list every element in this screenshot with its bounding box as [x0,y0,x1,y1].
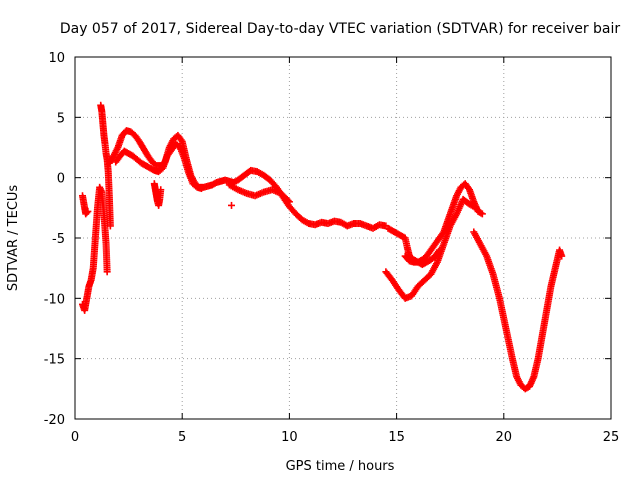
y-tick-label: -10 [44,292,65,307]
data-point [434,248,442,256]
data-point [84,207,92,215]
x-tick-label: 20 [496,430,513,445]
data-point [157,186,165,194]
series-arc-dip-4h [150,180,165,209]
grid [75,57,611,419]
data-point [197,185,205,193]
data-point [478,210,486,218]
data-point [83,209,91,217]
series-arc-lower-7to10 [225,181,293,206]
y-tick-label: -15 [44,353,65,368]
series-arc-lower-1 [112,140,205,193]
data-point [177,136,185,144]
series-arc-early-rise [79,183,111,314]
x-axis-label: GPS time / hours [286,459,395,474]
series-point-7.3 [228,201,236,209]
series-arc-15h-lower [382,195,480,302]
x-tick-label: 5 [178,430,186,445]
axis-ticks: 0 5 10 15 20 25 -20 -15 -10 -5 0 5 10 [44,51,620,445]
data-point [558,252,566,260]
y-tick-label: 0 [57,172,65,187]
plot-frame [74,56,612,420]
x-tick-label: 25 [603,430,620,445]
data-point [477,209,485,217]
data-point [103,268,111,276]
y-tick-label: -20 [44,413,65,428]
series-arc-early-dip [79,192,92,218]
data-point [285,198,293,206]
data-point [472,204,480,212]
y-tick-label: 5 [57,111,65,126]
series-arc-15.5-loop [401,246,443,269]
y-axis-label: SDTVAR / TECUs [6,185,21,292]
data-point [284,197,292,205]
chart-title: Day 057 of 2017, Sidereal Day-to-day VTE… [60,21,621,37]
data-point [435,246,443,254]
series-arc-peak-1 [97,101,114,230]
series-arc-deep-21h [470,228,566,393]
data-point [106,222,114,230]
y-tick-label: 10 [48,51,65,66]
x-tick-label: 15 [388,430,405,445]
data-points [79,101,566,393]
y-tick-label: -5 [52,232,65,247]
data-point [228,201,236,209]
x-tick-label: 0 [71,430,79,445]
series-arc-upper-7to13 [228,166,390,232]
x-tick-label: 10 [281,430,298,445]
series-arc-main-1 [105,127,238,191]
